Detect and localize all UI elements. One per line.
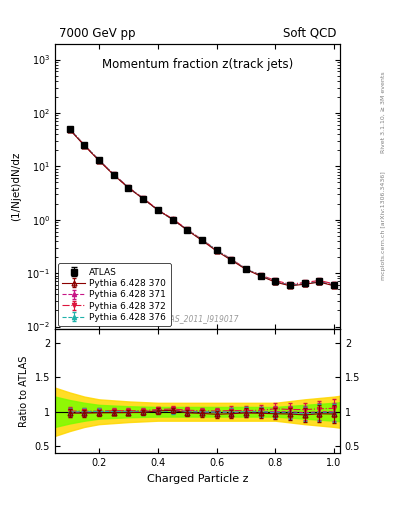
Y-axis label: Ratio to ATLAS: Ratio to ATLAS [19, 355, 29, 426]
Y-axis label: (1/Njet)dN/dz: (1/Njet)dN/dz [11, 152, 21, 221]
Text: Rivet 3.1.10, ≥ 3M events: Rivet 3.1.10, ≥ 3M events [381, 72, 386, 154]
Text: Soft QCD: Soft QCD [283, 27, 336, 40]
Legend: ATLAS, Pythia 6.428 370, Pythia 6.428 371, Pythia 6.428 372, Pythia 6.428 376: ATLAS, Pythia 6.428 370, Pythia 6.428 37… [58, 263, 171, 326]
Text: ATLAS_2011_I919017: ATLAS_2011_I919017 [156, 314, 239, 323]
X-axis label: Charged Particle z: Charged Particle z [147, 474, 248, 483]
Text: mcplots.cern.ch [arXiv:1306.3436]: mcplots.cern.ch [arXiv:1306.3436] [381, 171, 386, 280]
Text: 7000 GeV pp: 7000 GeV pp [59, 27, 136, 40]
Text: Momentum fraction z(track jets): Momentum fraction z(track jets) [102, 58, 293, 71]
